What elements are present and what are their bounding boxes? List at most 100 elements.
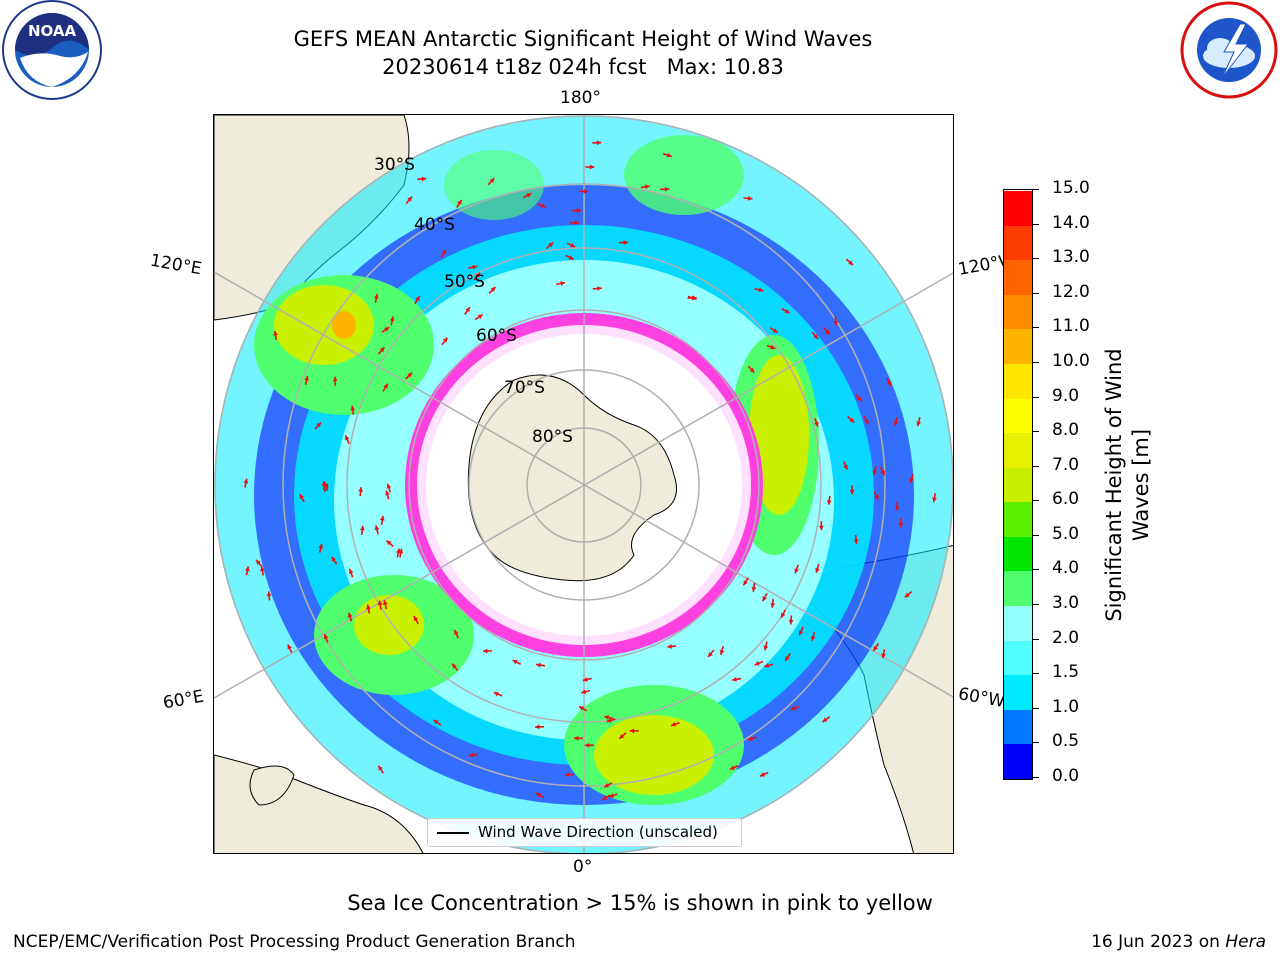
wave-direction-arrow	[898, 518, 904, 528]
wave-direction-arrow	[886, 377, 892, 387]
colorbar-segment	[1004, 225, 1032, 261]
wave-direction-arrow	[482, 648, 493, 654]
wave-direction-arrow	[815, 563, 820, 573]
wave-direction-arrow	[784, 653, 791, 662]
wave-direction-arrow	[667, 644, 677, 649]
wave-direction-arrow	[260, 566, 265, 576]
wave-direction-arrow	[323, 633, 329, 643]
wave-direction-arrow	[377, 600, 383, 610]
wave-direction-arrow	[318, 543, 324, 553]
colorbar-tick-label: 13.0	[1052, 247, 1090, 268]
wave-direction-arrow	[468, 752, 478, 758]
wave-direction-arrow	[873, 491, 879, 501]
colorbar-label-line1: Significant Height of Wind	[1102, 348, 1126, 622]
wave-direction-arrow	[255, 559, 263, 568]
colorbar-tick-mark	[1033, 638, 1039, 640]
colorbar-segment	[1004, 398, 1032, 434]
wave-direction-arrow	[618, 732, 627, 740]
colorbar-tick-label: 14.0	[1052, 212, 1090, 233]
lat-label-30s: 30°S	[374, 155, 415, 175]
lon-label-120e: 120°E	[148, 250, 204, 280]
nws-logo	[1178, 0, 1280, 100]
footer-credit: NCEP/EMC/Verification Post Processing Pr…	[13, 932, 576, 952]
colorbar-segment	[1004, 294, 1032, 330]
colorbar-tick-mark	[1033, 500, 1039, 502]
wave-direction-arrow	[581, 689, 591, 695]
colorbar-tick-label: 5.0	[1052, 523, 1080, 544]
wave-direction-arrow	[359, 525, 365, 535]
wave-direction-arrow	[572, 208, 582, 213]
colorbar-label: Significant Height of Wind Waves [m]	[1101, 325, 1155, 645]
wave-direction-arrow	[822, 716, 831, 723]
colorbar-tick-label: 2.0	[1052, 627, 1080, 648]
wave-direction-arrow	[592, 140, 602, 146]
wave-direction-arrow	[570, 220, 580, 226]
wave-direction-arrow	[374, 525, 380, 535]
wave-direction-arrow	[823, 327, 831, 336]
wave-direction-arrow	[565, 254, 574, 261]
wave-direction-arrow	[488, 286, 497, 295]
lon-label-0: 0°	[573, 857, 593, 877]
wave-direction-arrow	[754, 287, 764, 293]
wave-direction-arrow	[468, 264, 478, 270]
wave-direction-arrow	[742, 577, 749, 586]
colorbar-tick-mark	[1033, 258, 1039, 260]
wave-direction-arrow	[573, 735, 583, 741]
wave-direction-arrow	[766, 344, 776, 350]
wave-direction-arrow	[381, 326, 390, 333]
wave-direction-arrow	[747, 736, 757, 741]
wave-direction-arrow	[826, 495, 832, 505]
wave-direction-arrow	[601, 794, 611, 801]
wave-direction-arrow	[687, 295, 697, 301]
wave-direction-arrow	[556, 281, 566, 286]
wave-direction-arrow	[732, 676, 742, 682]
wave-direction-arrow	[432, 719, 442, 726]
wave-direction-arrow	[347, 612, 353, 622]
wave-direction-arrow	[604, 715, 614, 720]
wave-direction-arrow	[872, 642, 880, 652]
colorbar-segment	[1004, 190, 1032, 226]
colorbar-tick-label: 11.0	[1052, 316, 1090, 337]
colorbar-tick-mark	[1033, 673, 1039, 675]
polar-map: 30°S 40°S 50°S 60°S 70°S 80°S	[214, 115, 953, 853]
wave-direction-arrow	[545, 242, 554, 250]
wave-direction-arrow	[810, 631, 816, 642]
wave-direction-arrow	[790, 705, 800, 711]
legend-line-swatch	[437, 832, 469, 834]
wave-direction-arrow	[537, 203, 547, 208]
wave-direction-arrow	[743, 195, 753, 201]
map-panel: 30°S 40°S 50°S 60°S 70°S 80°S	[213, 114, 954, 854]
wave-direction-arrow	[904, 591, 913, 599]
wave-direction-arrow	[670, 721, 680, 727]
wave-direction-arrow	[377, 346, 386, 355]
colorbar-tick-mark	[1033, 361, 1039, 363]
wave-direction-arrow	[909, 474, 915, 484]
wave-direction-arrow	[798, 626, 804, 636]
colorbar-label-line2: Waves [m]	[1129, 428, 1153, 542]
colorbar-segment	[1004, 363, 1032, 399]
wave-direction-arrow	[916, 417, 922, 427]
wave-direction-arrow	[382, 600, 388, 610]
wave-direction-arrow	[660, 186, 670, 192]
colorbar-tick-mark	[1033, 431, 1039, 433]
colorbar-segment	[1004, 328, 1032, 364]
wave-direction-arrow	[564, 772, 575, 778]
wave-direction-arrow	[386, 483, 392, 493]
wave-direction-arrow	[788, 615, 794, 625]
map-legend: Wind Wave Direction (unscaled)	[427, 818, 742, 847]
wave-direction-arrow	[770, 598, 776, 608]
colorbar-tick-label: 8.0	[1052, 420, 1080, 441]
lat-label-80s: 80°S	[532, 427, 573, 447]
colorbar-tick-mark	[1033, 292, 1039, 294]
latitude-labels: 30°S 40°S 50°S 60°S 70°S 80°S	[374, 155, 573, 447]
wave-direction-arrow	[640, 184, 650, 190]
wave-direction-arrow	[523, 192, 532, 199]
wave-direction-arrow	[811, 331, 819, 340]
noaa-logo: NOAA	[0, 0, 104, 100]
wave-direction-arrow	[845, 258, 854, 266]
wave-direction-arrow	[535, 662, 546, 668]
wave-direction-arrow	[348, 568, 354, 578]
colorbar-tick-mark	[1033, 327, 1039, 329]
colorbar-segment	[1004, 743, 1032, 779]
colorbar-tick-label: 7.0	[1052, 454, 1080, 475]
